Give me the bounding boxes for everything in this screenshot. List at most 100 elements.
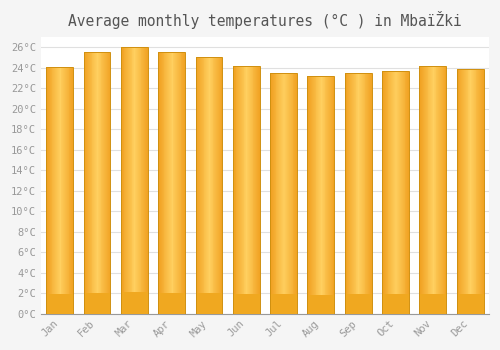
Bar [441, 66, 442, 314]
Bar [332, 76, 334, 314]
Bar [279, 73, 280, 314]
Bar [384, 71, 385, 314]
Bar [257, 66, 258, 314]
Bar [311, 76, 312, 314]
Bar [202, 57, 203, 314]
Bar [87, 51, 88, 314]
Bar [178, 51, 179, 314]
Bar [396, 71, 398, 314]
Bar [479, 69, 480, 314]
Bar [466, 69, 468, 314]
Bar [56, 67, 57, 314]
Bar [330, 76, 331, 314]
Bar [464, 69, 465, 314]
Bar [89, 51, 90, 314]
Bar [388, 71, 390, 314]
Bar [146, 48, 147, 314]
Bar [440, 66, 441, 314]
Bar [167, 51, 168, 314]
Bar [474, 69, 476, 314]
Bar [319, 76, 320, 314]
Bar [404, 71, 406, 314]
Bar [382, 294, 409, 314]
Bar [481, 69, 482, 314]
Bar [402, 71, 404, 314]
Bar [271, 73, 272, 314]
Bar [147, 48, 148, 314]
Bar [212, 57, 214, 314]
Bar [246, 66, 247, 314]
Bar [238, 66, 239, 314]
Bar [420, 66, 422, 314]
Bar [182, 51, 184, 314]
Bar [247, 66, 248, 314]
Bar [166, 51, 167, 314]
Bar [67, 67, 68, 314]
Bar [95, 51, 96, 314]
Bar [426, 66, 428, 314]
Bar [64, 67, 65, 314]
Bar [478, 69, 479, 314]
Bar [351, 73, 352, 314]
Bar [385, 71, 386, 314]
Bar [476, 69, 478, 314]
Bar [278, 73, 279, 314]
Bar [345, 294, 372, 314]
Bar [208, 57, 209, 314]
Bar [457, 294, 483, 314]
Bar [313, 76, 314, 314]
Bar [98, 51, 99, 314]
Bar [200, 57, 201, 314]
Bar [356, 73, 358, 314]
Bar [54, 67, 55, 314]
Bar [391, 71, 392, 314]
Bar [383, 71, 384, 314]
Bar [394, 71, 396, 314]
Bar [196, 57, 198, 314]
Bar [103, 51, 104, 314]
Bar [370, 73, 371, 314]
Bar [470, 69, 471, 314]
Bar [135, 48, 136, 314]
Bar [126, 48, 127, 314]
Bar [204, 57, 206, 314]
Bar [175, 51, 176, 314]
Bar [106, 51, 107, 314]
Bar [295, 73, 296, 314]
Bar [462, 69, 463, 314]
Bar [422, 66, 423, 314]
Bar [158, 51, 185, 314]
Bar [439, 66, 440, 314]
Bar [214, 57, 215, 314]
Bar [124, 48, 126, 314]
Bar [88, 51, 89, 314]
Bar [345, 73, 372, 314]
Bar [58, 67, 59, 314]
Bar [318, 76, 319, 314]
Bar [249, 66, 250, 314]
Bar [400, 71, 401, 314]
Bar [209, 57, 210, 314]
Bar [480, 69, 481, 314]
Bar [310, 76, 311, 314]
Bar [84, 51, 110, 314]
Bar [215, 57, 216, 314]
Bar [326, 76, 327, 314]
Bar [430, 66, 431, 314]
Bar [320, 76, 321, 314]
Bar [276, 73, 278, 314]
Bar [312, 76, 313, 314]
Bar [352, 73, 353, 314]
Bar [286, 73, 287, 314]
Bar [425, 66, 426, 314]
Bar [291, 73, 292, 314]
Bar [66, 67, 67, 314]
Bar [406, 71, 407, 314]
Bar [390, 71, 391, 314]
Bar [322, 76, 324, 314]
Bar [233, 66, 234, 314]
Bar [316, 76, 318, 314]
Bar [50, 67, 51, 314]
Bar [233, 294, 260, 314]
Bar [196, 57, 222, 314]
